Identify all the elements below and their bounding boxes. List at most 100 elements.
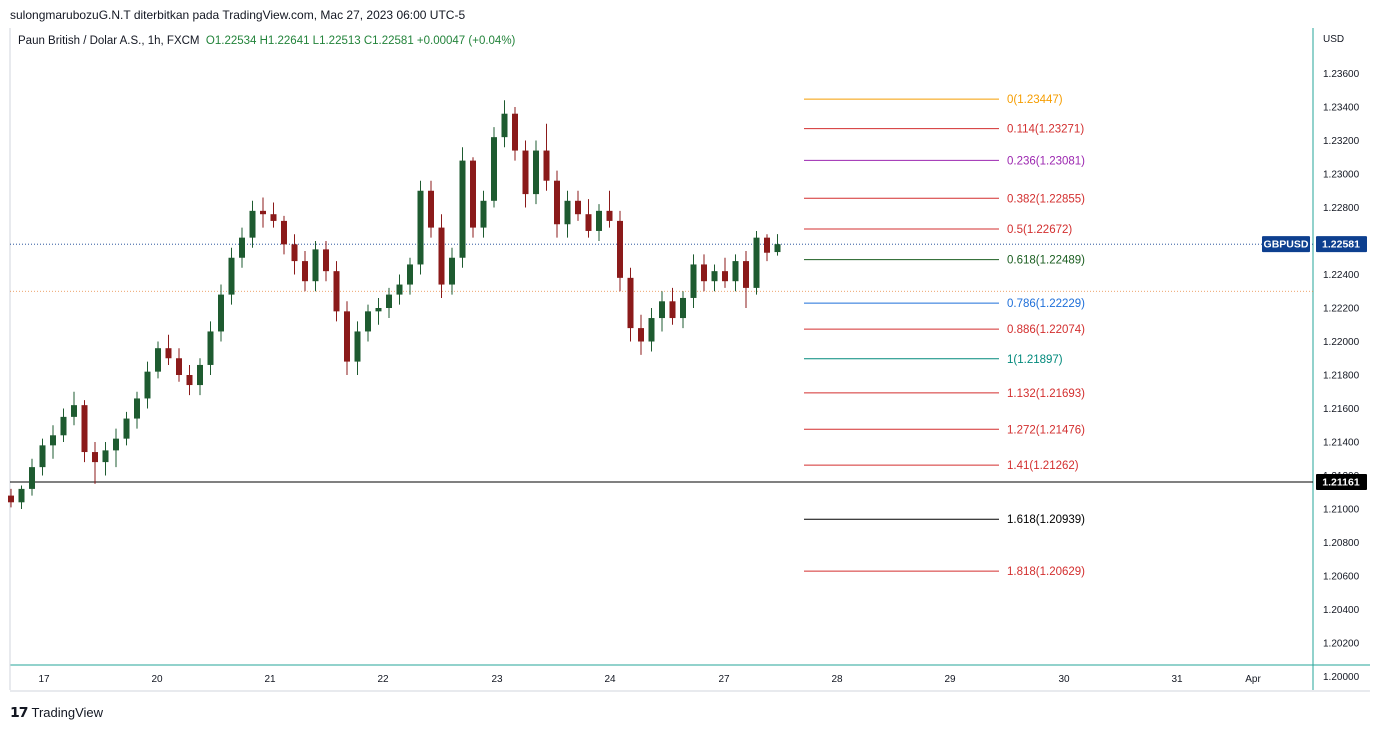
fib-level-label: 1(1.21897) [1007,354,1063,366]
candle-body [323,249,329,272]
horizontal-line-label: 1.21161 [1322,477,1360,489]
y-tick-label: 1.22400 [1323,270,1360,281]
candle-body [18,488,25,503]
candle-body [354,331,361,362]
candle-body [459,160,466,258]
y-tick-label: 1.20000 [1323,672,1360,683]
candle-body [617,220,623,278]
candle-body [396,284,403,295]
candle-body [722,271,728,282]
fib-level-label: 0.5(1.22672) [1007,224,1072,236]
candle-body [344,311,350,362]
fib-level-label: 0.618(1.22489) [1007,255,1085,267]
candle-body [659,301,665,319]
symbol-title[interactable]: Paun British / Dolar A.S., 1h, FXCM [18,35,200,47]
candle-body [249,210,256,238]
candle-body [753,237,760,288]
candle-body [606,210,613,221]
symbol-tag-label: GBPUSD [1264,239,1309,251]
symbol-legend: Paun British / Dolar A.S., 1h, FXCM O1.2… [18,35,515,47]
tradingview-footer[interactable]: 𝟭𝟳 TradingView [10,704,103,721]
candle-body [39,445,46,468]
candle-body [648,318,655,342]
y-tick-label: 1.21000 [1323,505,1360,516]
candle-body [386,294,392,308]
y-tick-label: 1.20400 [1323,605,1360,616]
candle-body [554,180,560,225]
x-tick-label: Apr [1245,674,1261,685]
ohlc-values: O1.22534 H1.22641 L1.22513 C1.22581 +0.0… [205,35,516,47]
x-tick-label: 31 [1171,674,1183,685]
candle-body [711,271,718,282]
symbol-tag [1262,236,1310,253]
x-tick-label: 17 [38,674,50,685]
fib-level-label: 1.272(1.21476) [1007,424,1085,436]
x-tick-label: 21 [264,674,276,685]
y-tick-label: 1.22200 [1323,304,1360,315]
y-tick-label: 1.21400 [1323,438,1360,449]
candle-body [417,190,424,265]
candle-body [281,220,287,245]
candle-body [102,450,109,463]
fib-level-label: 0.382(1.22855) [1007,193,1085,205]
x-tick-label: 22 [377,674,389,685]
candle-body [701,264,707,282]
candle-body [333,271,340,312]
fib-level-label: 1.618(1.20939) [1007,514,1085,526]
candle-body [71,405,77,417]
last-price-tag [1316,236,1367,253]
candle-body [260,210,266,215]
candle-body [764,237,770,253]
candle-body [501,113,508,138]
candle-body [92,452,98,463]
currency-label[interactable]: USD [1323,34,1345,45]
candle-body [491,137,497,201]
candle-body [438,227,445,285]
y-tick-label: 1.23000 [1323,170,1360,181]
y-tick-label: 1.20200 [1323,639,1360,650]
candle-body [732,261,739,282]
candle-body [207,331,214,365]
candle-body [239,237,245,258]
candle-body [270,214,277,221]
y-tick-label: 1.21800 [1323,371,1360,382]
candle-body [512,113,518,151]
candle-body [123,418,130,439]
candle-body [564,200,571,225]
fib-level-label: 1.41(1.21262) [1007,460,1079,472]
tradingview-logo-icon: 𝟭𝟳 [10,704,29,720]
fib-level-label: 0(1.23447) [1007,94,1063,106]
candle-body [669,301,676,319]
fib-level-label: 0.786(1.22229) [1007,298,1085,310]
fib-level-label: 0.114(1.23271) [1007,124,1084,136]
candle-body [690,264,697,298]
candle-body [155,348,161,372]
candle-body [543,150,550,181]
candle-body [522,150,529,195]
candle-body [228,257,235,295]
candle-body [302,261,308,282]
x-tick-label: 20 [151,674,163,685]
candle-body [29,467,35,489]
candle-body [680,297,686,319]
y-tick-label: 1.20800 [1323,538,1360,549]
x-tick-label: 28 [831,674,843,685]
candle-body [218,294,224,332]
candle-body [365,311,371,332]
candle-body [375,308,382,312]
candle-body [134,398,140,419]
candle-body [575,200,581,215]
candle-body [291,244,298,262]
candle-body [449,257,455,285]
y-tick-label: 1.22000 [1323,337,1360,348]
x-tick-label: 30 [1058,674,1070,685]
y-tick-label: 1.23400 [1323,103,1360,114]
x-tick-label: 29 [944,674,956,685]
candle-body [60,416,67,436]
y-tick-label: 1.23600 [1323,69,1360,80]
candle-body [8,495,14,503]
y-tick-label: 1.21600 [1323,404,1360,415]
candle-body [197,364,203,386]
fib-level-label: 0.236(1.23081) [1007,155,1085,167]
